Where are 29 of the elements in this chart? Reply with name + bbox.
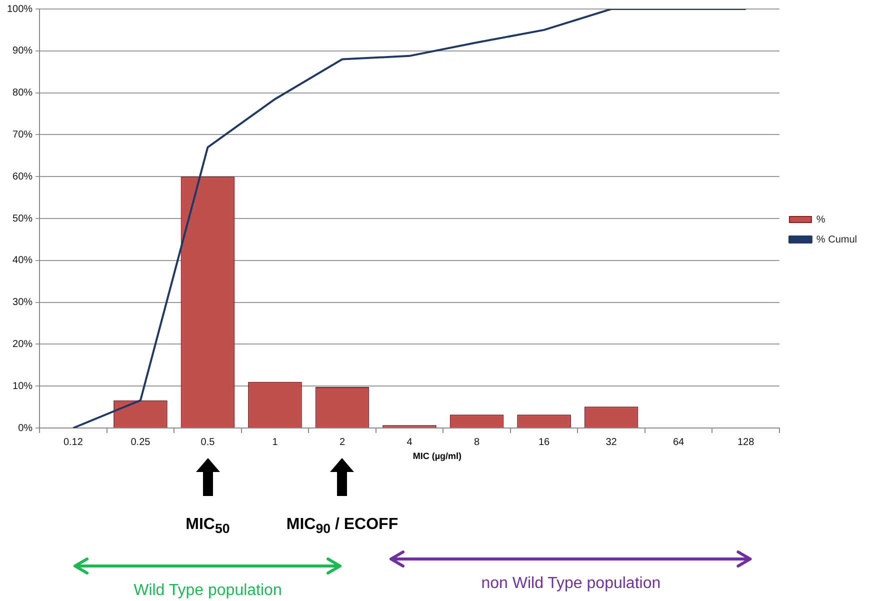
text: Wild Type population xyxy=(134,582,282,600)
x-tick-label: 64 xyxy=(672,436,685,448)
y-tick-label: 0% xyxy=(18,422,33,434)
y-tick-label: 90% xyxy=(12,46,33,57)
x-tick-label: 8 xyxy=(474,436,480,448)
text: MIC$_{50}$ xyxy=(186,516,230,536)
y-tick-label: 40% xyxy=(12,255,33,266)
x-tick-label: 0.25 xyxy=(130,436,151,448)
y-tick-label: 50% xyxy=(12,213,33,224)
x-tick-label: 2 xyxy=(339,436,346,448)
y-tick-label: 20% xyxy=(12,338,33,350)
y-tick-label: 80% xyxy=(12,88,33,99)
x-tick-label: 128 xyxy=(737,436,755,448)
x-tick-label: 1 xyxy=(272,436,278,448)
x-tick-label: 0.5 xyxy=(200,436,216,448)
x-tick-label: 16 xyxy=(538,436,550,448)
x-axis-title: MIC (µg/ml) xyxy=(412,451,462,461)
y-tick-label: 60% xyxy=(12,171,33,182)
y-tick-label: 30% xyxy=(12,297,33,308)
y-tick-label: 70% xyxy=(12,129,33,140)
legend-label: % xyxy=(816,214,826,226)
legend-label: % Cumul xyxy=(816,234,858,246)
text: MIC$_{90}$ / ECOFF xyxy=(286,516,398,536)
x-tick-label: 32 xyxy=(606,436,618,448)
text: non Wild Type population xyxy=(481,575,661,593)
y-tick-label: 10% xyxy=(12,380,33,392)
x-tick-label: 4 xyxy=(406,436,413,448)
x-tick-label: 0.12 xyxy=(63,436,84,448)
y-tick-label: 100% xyxy=(7,4,33,15)
